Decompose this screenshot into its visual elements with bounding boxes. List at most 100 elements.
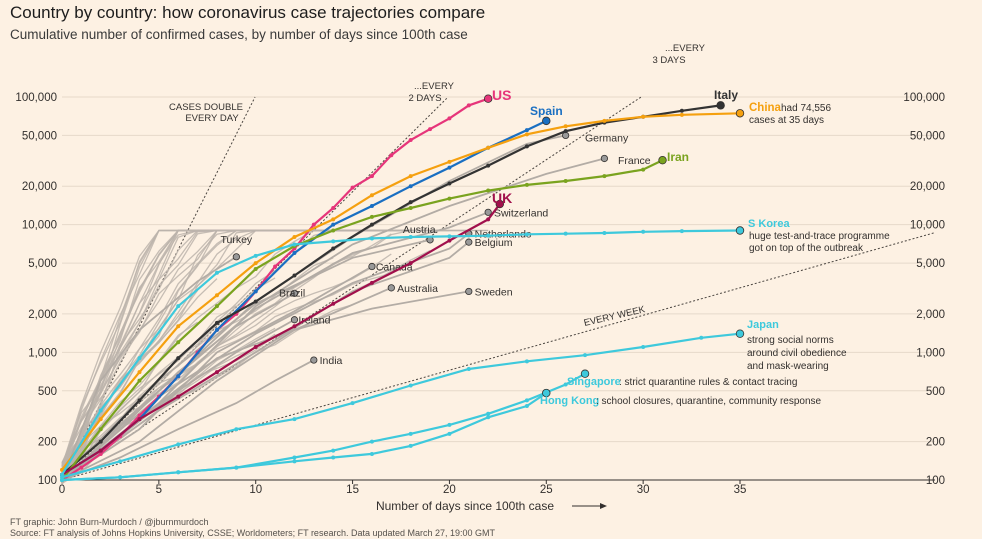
y-tick-right-2000: 2,000 (916, 309, 945, 321)
y-tick-left-20000: 20,000 (22, 181, 57, 193)
ref-label-2-line1: ...EVERY (414, 81, 455, 92)
series-label-australia: Australia (397, 283, 438, 295)
series-point-spain (447, 165, 452, 170)
series-end-dot-china (735, 109, 745, 118)
series-point-japan (176, 442, 181, 447)
series-point-us (369, 174, 374, 179)
series-point-singapore (292, 455, 297, 460)
y-tick-right-100000: 100,000 (903, 92, 945, 104)
series-point-s-korea (563, 231, 568, 236)
series-point-s-korea (292, 242, 297, 247)
series-point-singapore (331, 448, 336, 453)
series-point-uk (369, 280, 374, 285)
series-point-china (641, 114, 646, 119)
series-point-hong-kong (524, 403, 529, 408)
series-point-iran (253, 266, 258, 271)
x-tick-20: 20 (443, 484, 456, 496)
footer-source: Source: FT analysis of Johns Hopkins Uni… (10, 528, 496, 538)
series-point-iran (563, 178, 568, 183)
series-point-china (253, 261, 258, 266)
series-point-us (350, 185, 355, 190)
annotation-skorea-line2: got on top of the outbreak (749, 243, 864, 254)
series-point-spain (214, 327, 219, 332)
y-tick-right-1000: 1,000 (916, 347, 945, 359)
series-end-dot-belgium (465, 238, 473, 246)
series-label-uk: UK (492, 190, 512, 206)
series-point-italy (331, 246, 336, 251)
series-label-france: France (618, 155, 651, 167)
series-point-italy (563, 129, 568, 134)
series-point-uk (98, 448, 103, 453)
series-point-italy (214, 320, 219, 325)
doubling-line-1 (61, 96, 256, 481)
y-tick-left-100: 100 (38, 475, 57, 487)
y-tick-right-500: 500 (926, 386, 945, 398)
series-end-dot-france (600, 154, 609, 163)
series-point-s-korea (214, 270, 219, 275)
series-point-iran (369, 214, 374, 219)
series-line-canada (61, 265, 373, 481)
annotation-skorea-line1: huge test-and-trace programme (749, 231, 890, 242)
y-tick-left-100000: 100,000 (15, 92, 57, 104)
series-point-s-korea (524, 232, 529, 237)
series-point-spain (253, 289, 258, 294)
annotation-japan-line1: strong social norms (747, 335, 834, 346)
annotation-china-line1: had 74,556 (781, 103, 831, 114)
series-label-japan: Japan (747, 319, 779, 331)
series-point-spain (292, 250, 297, 255)
y-tick-left-50000: 50,000 (22, 130, 57, 142)
series-point-hong-kong (331, 455, 336, 460)
series-point-singapore (369, 439, 374, 444)
series-point-uk (176, 394, 181, 399)
series-end-dot-iran (658, 155, 667, 165)
series-point-iran (137, 378, 142, 383)
ref-label-3-line1: ...EVERY (665, 43, 706, 54)
series-point-s-korea (641, 229, 646, 234)
series-label-canada: Canada (376, 262, 413, 274)
series-point-spain (369, 204, 374, 209)
chart-title: Country by country: how coronavirus case… (10, 3, 486, 22)
series-label-ireland: Ireland (298, 315, 330, 327)
series-label-switzerland: Switzerland (494, 207, 548, 219)
series-point-s-korea (331, 239, 336, 244)
series-label-belgium: Belgium (475, 237, 513, 249)
series-point-hong-kong (292, 459, 297, 464)
x-tick-25: 25 (540, 484, 553, 496)
series-label-singapore: Singapore (567, 376, 621, 388)
series-point-japan (583, 353, 588, 358)
series-point-china (524, 132, 529, 137)
series-point-us (79, 465, 84, 470)
series-point-spain (331, 222, 336, 227)
ref-label-1-line2: EVERY DAY (185, 113, 239, 124)
series-label-italy: Italy (714, 88, 738, 102)
series-point-japan (466, 367, 471, 372)
series-point-singapore (524, 398, 529, 403)
series-point-iran (331, 228, 336, 233)
series-label-turkey: Turkey (220, 234, 252, 246)
background-country-line (61, 253, 392, 471)
background-country-line (61, 230, 218, 469)
series-end-dot-ireland (290, 316, 299, 324)
series-point-iran (408, 206, 413, 211)
series-point-us (389, 153, 394, 158)
y-tick-right-5000: 5,000 (916, 258, 945, 270)
series-line-brazil (61, 292, 295, 481)
series-label-brazil: Brazil (279, 287, 305, 299)
series-point-uk (137, 417, 142, 422)
series-label-india: India (320, 355, 343, 367)
x-tick-30: 30 (637, 484, 650, 496)
y-tick-right-50000: 50,000 (910, 130, 945, 142)
series-point-singapore (447, 422, 452, 427)
series-point-china (60, 467, 64, 472)
series-point-singapore (408, 431, 413, 436)
series-point-us (408, 138, 413, 143)
series-line-turkey (61, 256, 237, 481)
series-point-s-korea (98, 408, 103, 413)
x-tick-15: 15 (346, 484, 359, 496)
series-line-australia (61, 286, 392, 481)
series-point-s-korea (408, 235, 413, 240)
series-point-s-korea (137, 356, 142, 361)
series-point-iran (524, 182, 529, 187)
y-tick-left-5000: 5,000 (28, 258, 57, 270)
